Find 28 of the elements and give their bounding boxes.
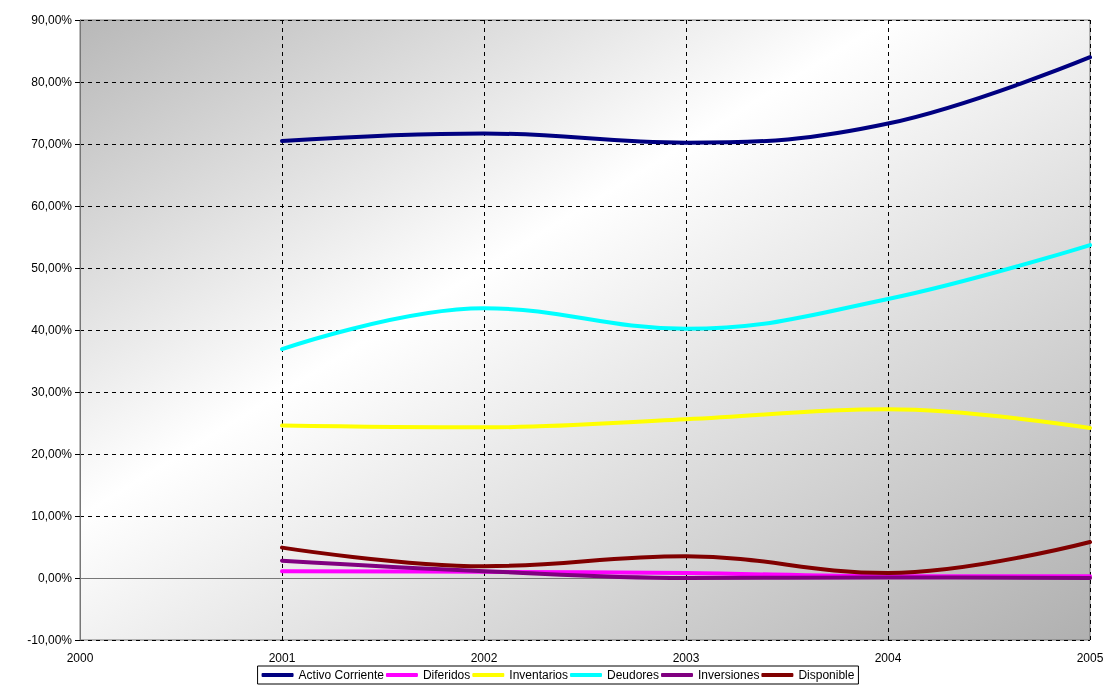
legend-label: Diferidos (422, 668, 471, 682)
legend-label: Deudores (606, 668, 660, 682)
line-series (280, 558, 1092, 580)
y-tick-label: 70,00% (31, 137, 73, 151)
y-tick-label: -10,00% (27, 633, 73, 647)
y-tick-label: 40,00% (31, 323, 73, 337)
y-tick-label: 60,00% (31, 199, 73, 213)
legend-label: Disponible (798, 668, 855, 682)
x-tick-label: 2002 (470, 651, 498, 665)
line-series (280, 243, 1092, 352)
x-tick-label: 2001 (268, 651, 296, 665)
y-tick-label: 50,00% (31, 261, 73, 275)
x-tick-label: 2000 (66, 651, 94, 665)
y-tick-label: 90,00% (31, 13, 73, 27)
y-tick-label: 10,00% (31, 509, 73, 523)
legend-label: Inventarios (509, 668, 568, 682)
line-series (280, 407, 1092, 430)
y-tick-label: 80,00% (31, 75, 73, 89)
x-tick-label: 2005 (1076, 651, 1104, 665)
y-tick-label: 20,00% (31, 447, 73, 461)
legend-label: Inversiones (698, 668, 760, 682)
line-series (280, 55, 1092, 145)
legend-label: Activo Corriente (298, 668, 385, 682)
y-tick-label: 0,00% (37, 571, 73, 585)
x-tick-label: 2004 (874, 651, 902, 665)
line-series (280, 540, 1092, 576)
y-tick-label: 30,00% (31, 385, 73, 399)
x-tick-label: 2003 (672, 651, 700, 665)
